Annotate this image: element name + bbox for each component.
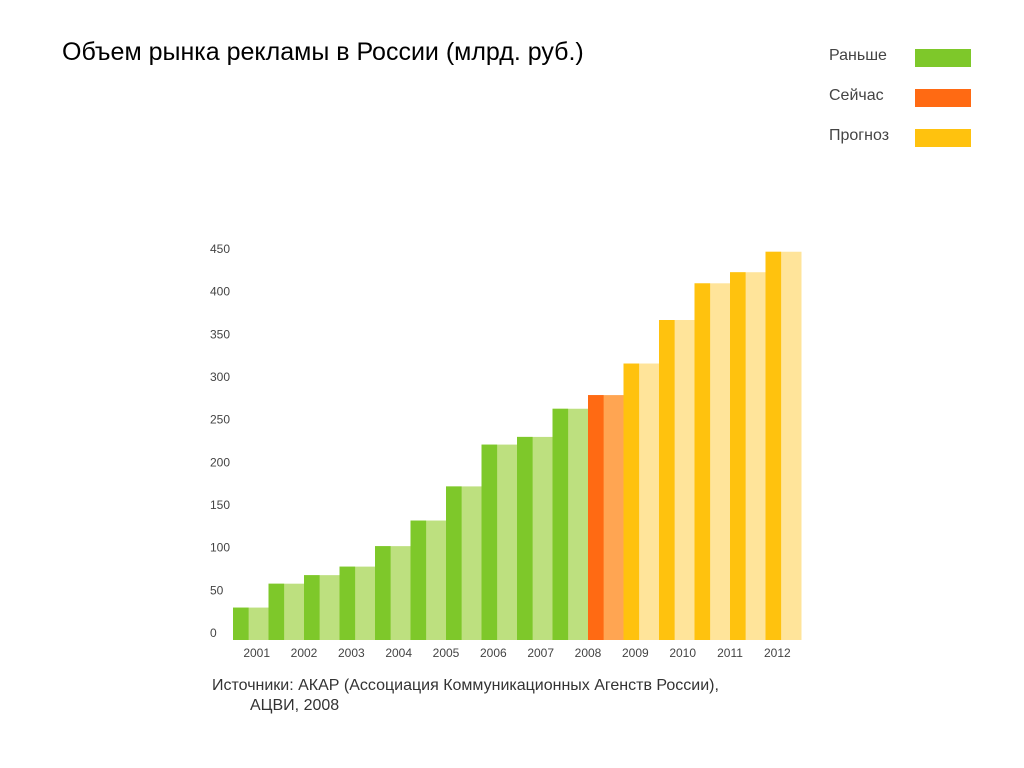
bar-chart: 0 50 100 150 200 250 300 350 400 450 2001 2002 2003 2… [210, 242, 802, 660]
x-tick-label: 2006 [480, 646, 507, 660]
bar [730, 272, 746, 640]
x-tick-label: 2002 [291, 646, 318, 660]
legend-item-current: Сейчас [829, 87, 989, 109]
x-tick-label: 2008 [575, 646, 602, 660]
y-tick-label: 300 [210, 370, 230, 384]
legend-label-forecast: Прогноз [829, 127, 890, 144]
bar [410, 520, 427, 640]
bar [446, 486, 462, 640]
source-line-2: АЦВИ, 2008 [250, 697, 340, 714]
bar [233, 607, 249, 640]
y-tick-label: 400 [210, 285, 230, 299]
x-tick-label: 2007 [527, 646, 554, 660]
x-tick-label: 2009 [622, 646, 649, 660]
source-note: Источники: АКАР (Ассоциация Коммуникацио… [212, 676, 719, 716]
bar [588, 395, 604, 640]
bar [765, 251, 782, 640]
bar [659, 320, 675, 640]
page-title: Объем рынка рекламы в России (млрд. руб.… [62, 38, 584, 66]
bar [623, 363, 640, 640]
legend-label-past: Раньше [829, 47, 887, 64]
legend-swatch-forecast [915, 129, 971, 147]
x-tick-label: 2012 [764, 646, 791, 660]
x-tick-label: 2003 [338, 646, 365, 660]
y-tick-label: 250 [210, 413, 230, 427]
legend-swatch-current [915, 89, 971, 107]
legend-item-past: Раньше [829, 47, 989, 69]
y-tick-label: 0 [210, 626, 217, 640]
x-tick-label: 2011 [717, 646, 743, 660]
legend-swatch-past [915, 49, 971, 67]
x-tick-label: 2001 [243, 646, 270, 660]
x-tick-label: 2004 [385, 646, 412, 660]
source-line-1: Источники: АКАР (Ассоциация Коммуникацио… [212, 677, 719, 694]
bar [481, 444, 498, 640]
bar [552, 408, 569, 640]
bar [694, 283, 711, 640]
bar [375, 546, 391, 640]
x-tick-label: 2010 [669, 646, 696, 660]
y-tick-label: 200 [210, 455, 230, 469]
y-tick-label: 50 [210, 583, 224, 597]
y-tick-label: 150 [210, 498, 230, 512]
bar [268, 583, 285, 640]
legend-label-current: Сейчас [829, 87, 884, 104]
bar [339, 566, 356, 640]
x-tick-label: 2005 [433, 646, 460, 660]
y-tick-label: 450 [210, 242, 230, 256]
bar [304, 575, 320, 640]
y-tick-label: 100 [210, 541, 230, 555]
legend-item-forecast: Прогноз [829, 127, 989, 149]
y-tick-label: 350 [210, 327, 230, 341]
bar [517, 436, 533, 640]
